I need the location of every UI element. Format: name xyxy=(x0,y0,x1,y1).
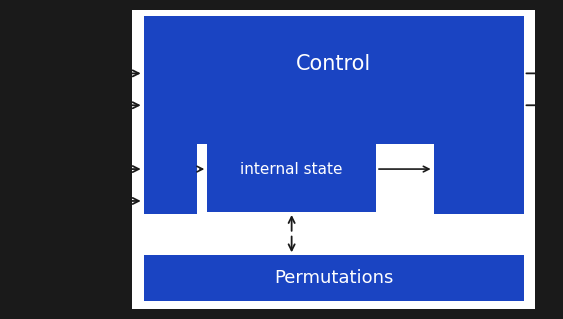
Bar xyxy=(132,10,535,309)
Bar xyxy=(144,144,197,214)
Bar xyxy=(207,126,376,212)
Bar xyxy=(144,255,524,301)
Bar xyxy=(434,144,524,214)
Text: Permutations: Permutations xyxy=(274,270,394,287)
Bar xyxy=(197,144,434,212)
Text: internal state: internal state xyxy=(240,161,343,177)
Text: Control: Control xyxy=(296,54,372,74)
Bar xyxy=(144,16,524,144)
